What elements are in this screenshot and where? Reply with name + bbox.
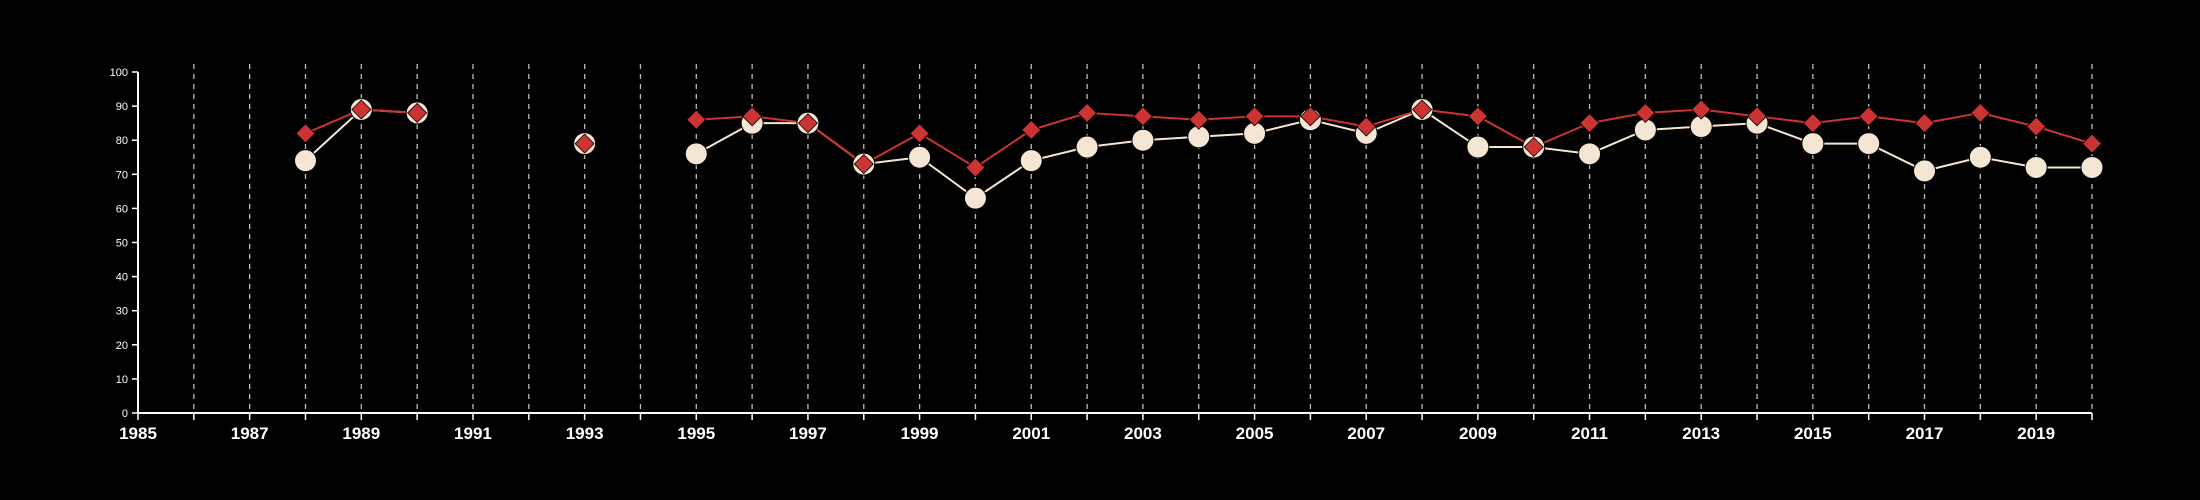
circle-point [1075,135,1099,159]
diamond-point [295,123,316,144]
y-tick-label: 40 [116,272,128,284]
x-tick-label: 1999 [901,424,939,443]
circle-point [2024,155,2048,179]
circle-point [293,149,317,173]
circle-point [1968,145,1992,169]
axes: 0 10 20 30 40 50 60 70 80 90 100 1985 1987 1989 1991 19… [110,67,2093,443]
diamond-point [1746,106,1768,127]
x-tick-label: 1985 [119,424,157,443]
diamond-point [2026,116,2047,137]
diamond-point [407,102,428,123]
diamond-point [1802,113,1823,134]
x-tick-label: 1993 [566,424,604,443]
x-tick-label: 2003 [1124,424,1162,443]
diamond-point [909,123,930,144]
x-tick-label: 2007 [1347,424,1385,443]
diamond-point [1132,106,1153,127]
y-tick-label: 60 [116,203,128,215]
y-tick-label: 50 [116,238,128,250]
circle-point [1019,149,1043,173]
x-tick-label: 2017 [1906,424,1944,443]
y-tick-label: 100 [110,67,128,79]
diamond-point [1300,106,1321,127]
series-line [696,108,2093,169]
diamond-point [1467,106,1488,127]
diamond-point [1244,106,1265,127]
circle-point [908,145,932,169]
diamond-point [1914,113,1935,134]
x-tick-label: 2013 [1682,424,1720,443]
diamond-point [1021,119,1042,141]
y-tick-label: 80 [116,135,128,147]
y-tick-label: 90 [116,101,128,113]
diamond-point [1635,102,1656,123]
diamond-point [1691,99,1712,120]
diamond-point [351,99,372,120]
x-tick-label: 2015 [1794,424,1832,443]
diamond-point [797,113,819,134]
circle-point [1131,128,1155,152]
x-tick-label: 1991 [454,424,492,443]
circle-point [1801,132,1825,156]
y-tick-label: 30 [116,306,128,318]
diamond-point [1579,113,1600,134]
diamond-point [853,154,874,175]
circle-point [1578,142,1602,166]
circle-point [1466,135,1490,159]
x-tick-label: 1987 [231,424,269,443]
x-tick-label: 1989 [342,424,380,443]
x-tick-label: 2005 [1236,424,1274,443]
circle-point [963,186,987,210]
series-line [695,108,2092,200]
circle-point [684,142,708,166]
diamond-point [965,157,986,178]
x-tick-label: 1995 [677,424,715,443]
y-tick-label: 0 [122,408,128,420]
x-tick-label: 2011 [1571,424,1608,443]
circle-point [1913,159,1937,183]
diamond-point [1188,109,1209,130]
diamond-point [1523,136,1544,158]
circle-point [1857,132,1881,156]
series [293,98,2104,210]
y-tick-label: 70 [116,169,128,181]
diamond-point [742,106,763,127]
circle-point [2080,155,2104,179]
diamond-point [686,109,707,130]
y-tick-label: 20 [116,340,128,352]
x-tick-label: 2019 [2017,424,2055,443]
y-tick-label: 10 [116,374,128,386]
diamond-point [1411,99,1433,120]
diamond-point [1356,116,1377,137]
gridlines [193,64,2093,413]
x-tick-label: 2001 [1012,424,1050,443]
diamond-point [574,133,595,154]
diamond-point [1077,102,1098,123]
diamond-point [2081,133,2103,154]
x-tick-label: 1997 [789,424,827,443]
diamond-point [1970,102,1991,123]
diamond-point [1858,106,1879,127]
x-tick-label: 2009 [1459,424,1497,443]
